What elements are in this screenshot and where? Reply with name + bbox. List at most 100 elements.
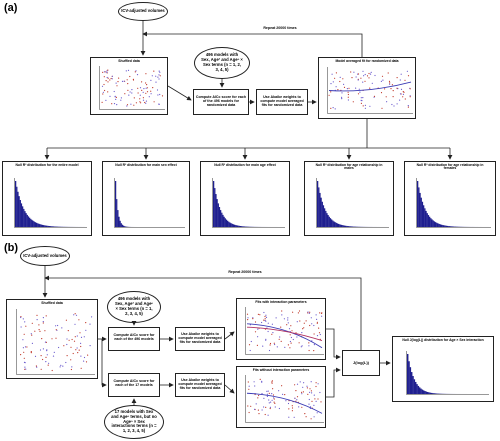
scatter-point [23, 357, 25, 359]
scatter-point [403, 91, 405, 93]
scatter-point [371, 82, 373, 84]
histogram-bar [32, 220, 34, 227]
hist-title-a-3: Null R² distribution for age relationshi… [315, 162, 383, 171]
scatter-point [346, 88, 348, 90]
scatter-point [282, 393, 284, 395]
scatter-point [158, 103, 160, 105]
scatter-point [334, 108, 336, 110]
scatter-point [139, 94, 141, 96]
histogram-bar [48, 226, 51, 227]
scatter-point [302, 328, 304, 330]
akaike-text-b-top: Use Akaike weights to compute model aver… [178, 332, 222, 345]
histogram-bar [231, 223, 233, 227]
histogram-bar [439, 224, 442, 227]
scatter-svg [245, 375, 324, 423]
scatter-point [145, 87, 147, 89]
scatter-point [308, 398, 310, 401]
scatter-point [304, 413, 306, 415]
scatter-point [109, 79, 111, 81]
scatter-point [89, 345, 91, 347]
scatter-point [45, 361, 47, 363]
histogram-bar [322, 205, 325, 227]
scatter-point [404, 98, 406, 100]
scatter-point [402, 93, 404, 95]
scatter-point [273, 398, 275, 400]
scatter-point [74, 313, 76, 315]
histogram-bar [408, 361, 410, 394]
scatter-point [355, 87, 357, 89]
scatter-point [105, 99, 107, 101]
scatter-fit-without [245, 375, 324, 423]
scatter-point [389, 82, 391, 84]
scatter-point [296, 336, 298, 338]
histogram-bar [218, 207, 221, 227]
fit-without-title: Fits without interaction parameters [252, 367, 310, 372]
scatter-point [117, 81, 119, 83]
scatter-point [51, 338, 53, 340]
scatter-point [250, 405, 252, 407]
scatter-point [111, 78, 113, 80]
scatter-point [85, 322, 87, 324]
scatter-point [382, 79, 384, 81]
scatter-point [65, 361, 67, 364]
scatter-point [308, 345, 310, 347]
scatter-point [292, 311, 294, 313]
scatter-point [44, 341, 47, 343]
histogram-bar [424, 208, 426, 227]
scatter-point [315, 385, 317, 388]
scatter-point [142, 99, 145, 101]
histogram-bar [453, 226, 455, 227]
scatter-point [337, 89, 339, 91]
scatter-point [145, 73, 147, 75]
scatter-point [374, 74, 376, 77]
histogram-bar [31, 219, 33, 227]
scatter-point [400, 88, 403, 90]
scatter-point [256, 344, 258, 346]
scatter-point [313, 333, 315, 335]
scatter-point [139, 101, 141, 103]
histogram-bar [328, 216, 330, 227]
scatter-point [248, 344, 251, 346]
scatter-point [288, 328, 291, 330]
scatter-point [66, 355, 68, 357]
jlog-box: J(log(L)) [342, 350, 380, 376]
histogram-bar [16, 186, 18, 227]
icv-ellipse-a: ICV-adjusted volumes [118, 2, 168, 21]
scatter-point [80, 355, 82, 357]
scatter-point [364, 73, 366, 76]
scatter-svg [16, 309, 95, 375]
histogram-bar [451, 226, 454, 227]
shuffled-plot-a: Shuffled data [90, 57, 168, 115]
scatter-point [271, 333, 273, 335]
scatter-point [23, 351, 25, 353]
hist-a-0 [13, 178, 87, 228]
scatter-point [249, 349, 251, 352]
scatter-point [31, 322, 33, 324]
scatter-point [409, 88, 411, 90]
scatter-point [42, 358, 44, 361]
plot-axes [406, 351, 489, 395]
histogram-bar [44, 225, 46, 227]
histogram-bar [241, 226, 243, 227]
scatter-point [355, 76, 357, 78]
histogram-bar [22, 206, 24, 227]
scatter-point [318, 327, 320, 329]
histogram-bar [331, 219, 333, 227]
scatter-point [146, 84, 148, 86]
scatter-point [42, 348, 44, 350]
histogram-svg [14, 178, 87, 228]
scatter-point [264, 413, 266, 416]
akaike-box-b-top: Use Akaike weights to compute model aver… [175, 327, 225, 351]
histogram-bar [325, 210, 327, 227]
akaike-box-b-bottom: Use Akaike weights to compute model aver… [175, 373, 225, 397]
compute-text-b-bottom: Compute AICc score for each of the 17 mo… [113, 379, 155, 388]
histogram-bar [343, 225, 346, 227]
scatter-point [287, 322, 289, 324]
scatter-point [257, 313, 259, 315]
scatter-point [270, 401, 272, 403]
histogram-bar [421, 389, 424, 394]
histogram-bar [443, 225, 445, 227]
histogram-bar [433, 221, 436, 227]
histogram-bar [117, 210, 119, 227]
scatter-point [313, 350, 315, 352]
